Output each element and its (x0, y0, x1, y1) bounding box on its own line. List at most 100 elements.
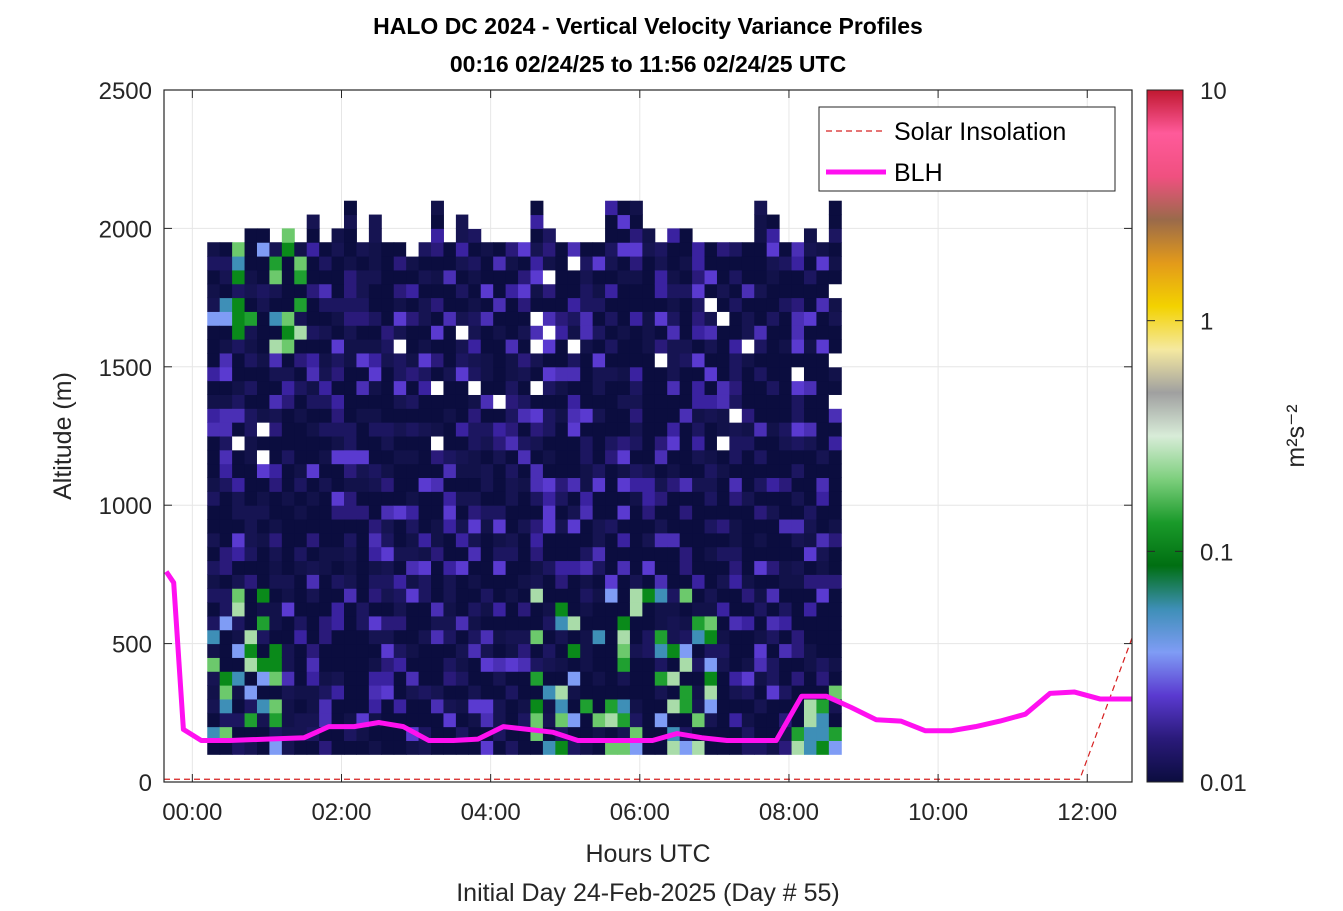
heatmap-cell (766, 436, 780, 451)
heatmap-cell (480, 449, 494, 465)
heatmap-cell (393, 602, 407, 617)
heatmap-cell (232, 588, 246, 603)
heatmap-cell (493, 560, 507, 575)
heatmap-cell (418, 256, 432, 271)
heatmap-cell (319, 643, 333, 658)
heatmap-cell (232, 449, 246, 465)
heatmap-cell (592, 712, 606, 728)
heatmap-cell (455, 491, 469, 506)
heatmap-cell (803, 491, 817, 506)
heatmap-cell (791, 436, 805, 451)
heatmap-cell (791, 339, 805, 354)
heatmap-cell (741, 740, 755, 755)
heatmap-cell (431, 602, 444, 617)
heatmap-cell (518, 311, 531, 326)
heatmap-cell (542, 629, 556, 645)
heatmap-cell (356, 505, 370, 520)
heatmap-cell (207, 671, 221, 686)
heatmap-cell (294, 463, 308, 479)
heatmap-cell (306, 477, 320, 492)
heatmap-cell (704, 269, 718, 285)
heatmap-cell (617, 615, 631, 631)
heatmap-cell (692, 574, 706, 589)
heatmap-cell (816, 339, 830, 354)
heatmap-cell (368, 311, 382, 326)
heatmap-cell (431, 297, 444, 312)
heatmap-cell (368, 740, 382, 755)
heatmap-cell (455, 629, 469, 645)
heatmap-cell (791, 726, 805, 741)
heatmap-cell (244, 671, 258, 686)
heatmap-cell (344, 408, 357, 423)
heatmap-cell (828, 712, 842, 728)
heatmap-cell (331, 436, 345, 451)
heatmap-cell (393, 643, 407, 658)
heatmap-cell (431, 477, 444, 492)
heatmap-cell (207, 477, 221, 492)
heatmap-cell (281, 588, 295, 603)
heatmap-cell (617, 491, 631, 506)
heatmap-cell (828, 629, 842, 645)
heatmap-cell (431, 505, 444, 520)
heatmap-cell (605, 242, 619, 257)
heatmap-cell (803, 740, 817, 755)
heatmap-cell (779, 352, 793, 368)
heatmap-cell (791, 283, 805, 299)
heatmap-cell (418, 269, 432, 285)
heatmap-cell (716, 519, 730, 534)
heatmap-cell (256, 671, 270, 686)
heatmap-cell (766, 325, 780, 340)
heatmap-cell (393, 615, 407, 631)
heatmap-cell (542, 325, 556, 340)
heatmap-cell (629, 283, 643, 299)
heatmap-cell (617, 726, 631, 741)
heatmap-cell (716, 574, 730, 589)
heatmap-cell (617, 574, 631, 589)
heatmap-cell (803, 449, 817, 465)
heatmap-cell (654, 698, 668, 714)
heatmap-cell (816, 519, 830, 534)
heatmap-cell (741, 685, 755, 700)
heatmap-cell (716, 311, 730, 326)
heatmap-cell (306, 740, 320, 755)
heatmap-cell (779, 615, 793, 631)
heatmap-cell (393, 449, 407, 465)
heatmap-cell (542, 394, 556, 409)
heatmap-cell (256, 436, 270, 451)
heatmap-cell (542, 283, 556, 299)
heatmap-cell (605, 463, 619, 479)
heatmap-cell (331, 519, 345, 534)
heatmap-cell (232, 477, 246, 492)
heatmap-cell (779, 477, 793, 492)
heatmap-cell (692, 560, 706, 575)
heatmap-cell (592, 740, 606, 755)
heatmap-cell (592, 615, 606, 631)
heatmap-cell (207, 740, 221, 755)
heatmap-cell (816, 256, 830, 271)
heatmap-cell (468, 449, 482, 465)
heatmap-cell (692, 256, 706, 271)
heatmap-cell (729, 297, 743, 312)
heatmap-cell (654, 740, 668, 755)
heatmap-cell (642, 256, 656, 271)
heatmap-cell (741, 436, 755, 451)
heatmap-cell (381, 269, 395, 285)
heatmap-cell (368, 491, 382, 506)
heatmap-cell (716, 532, 730, 548)
heatmap-cell (256, 228, 270, 243)
heatmap-cell (766, 505, 780, 520)
heatmap-cell (642, 615, 656, 631)
heatmap-cell (828, 283, 842, 299)
heatmap-cell (505, 449, 519, 465)
heatmap-cell (232, 366, 246, 382)
heatmap-cell (418, 685, 432, 700)
heatmap-cell (530, 615, 544, 631)
heatmap-cell (468, 380, 482, 395)
heatmap-cell (406, 685, 420, 700)
heatmap-cell (356, 588, 370, 603)
heatmap-cell (219, 325, 233, 340)
heatmap-cell (816, 546, 830, 562)
heatmap-cell (580, 629, 594, 645)
heatmap-cell (406, 740, 420, 755)
heatmap-cell (567, 436, 581, 451)
